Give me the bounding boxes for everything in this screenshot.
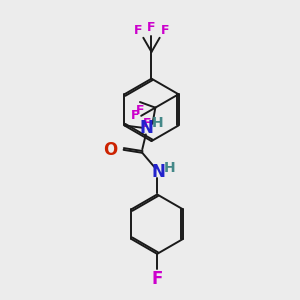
Text: F: F bbox=[152, 270, 163, 288]
Text: F: F bbox=[136, 103, 144, 116]
Text: O: O bbox=[103, 141, 118, 159]
Text: F: F bbox=[134, 24, 142, 37]
Text: H: H bbox=[152, 116, 164, 130]
Text: H: H bbox=[164, 161, 176, 175]
Text: F: F bbox=[147, 21, 156, 34]
Text: N: N bbox=[140, 119, 154, 137]
Text: F: F bbox=[161, 24, 169, 37]
Text: F: F bbox=[142, 117, 151, 130]
Text: N: N bbox=[152, 163, 166, 181]
Text: F: F bbox=[131, 109, 140, 122]
